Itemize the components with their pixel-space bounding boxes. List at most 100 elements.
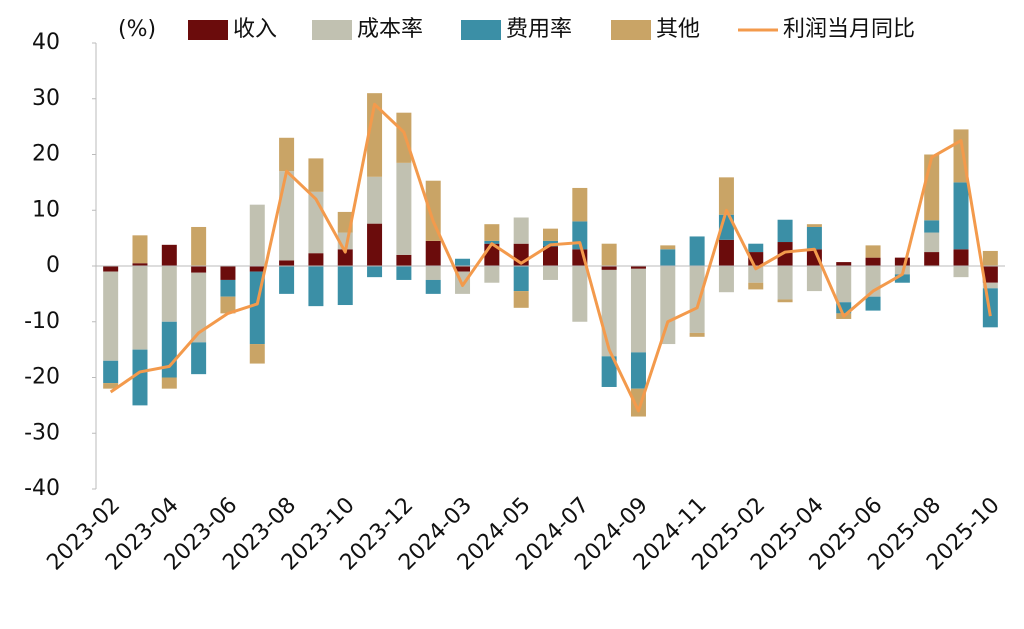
bar-segment bbox=[748, 243, 764, 253]
bar-segment bbox=[220, 266, 236, 280]
legend-label: 费用率 bbox=[506, 17, 572, 42]
y-tick-label: 40 bbox=[32, 30, 60, 55]
bar-segment bbox=[396, 112, 412, 163]
bar-segment bbox=[367, 176, 383, 224]
bar-segment bbox=[425, 266, 441, 280]
bar-segment bbox=[601, 243, 617, 266]
unit-label: (%) bbox=[118, 17, 156, 42]
bar-segment bbox=[543, 246, 558, 266]
bar-segment bbox=[572, 266, 588, 322]
bar-segment bbox=[806, 266, 822, 292]
bar-segment bbox=[806, 226, 822, 250]
bar-segment bbox=[836, 302, 852, 314]
bar-segment bbox=[425, 240, 441, 266]
bar-segment bbox=[455, 266, 471, 272]
bar-segment bbox=[396, 162, 412, 255]
bar-segment bbox=[308, 158, 324, 192]
y-tick-label: -10 bbox=[24, 309, 60, 334]
y-tick-label: -30 bbox=[24, 420, 60, 445]
y-tick-label: 20 bbox=[32, 142, 60, 167]
bar-segment bbox=[601, 269, 617, 357]
bar-segment bbox=[982, 282, 998, 289]
line-series bbox=[109, 102, 992, 413]
bar-segment bbox=[924, 232, 940, 253]
bar-segment bbox=[601, 266, 617, 270]
bar-segment bbox=[953, 182, 969, 250]
bar-segment bbox=[836, 266, 852, 303]
bar-segment bbox=[836, 262, 852, 266]
y-tick-label: 10 bbox=[32, 197, 60, 222]
bar-segment bbox=[132, 266, 148, 350]
bar-segment bbox=[161, 266, 177, 322]
bar-segment bbox=[953, 266, 969, 278]
legend-label: 成本率 bbox=[357, 17, 423, 42]
bar-segment bbox=[513, 291, 529, 308]
bar-segment bbox=[484, 266, 500, 283]
bar-segment bbox=[806, 224, 822, 227]
bar-segment bbox=[953, 249, 969, 266]
legend-label: 收入 bbox=[233, 17, 277, 42]
bar-segment bbox=[191, 342, 207, 375]
bar-segment bbox=[191, 226, 207, 266]
bar-segment bbox=[689, 332, 705, 337]
bar-segment bbox=[425, 279, 441, 294]
bar-segment bbox=[220, 279, 236, 297]
bar-segment bbox=[718, 239, 734, 266]
bar-segment bbox=[660, 266, 676, 345]
bar-segment bbox=[689, 236, 705, 266]
bar-segment bbox=[191, 272, 207, 343]
bar-segment bbox=[161, 377, 177, 389]
bar-segment bbox=[367, 223, 383, 266]
bar-segment bbox=[748, 282, 764, 290]
bar-segment bbox=[484, 224, 500, 241]
y-tick-label: -20 bbox=[24, 365, 60, 390]
bar-segment bbox=[689, 266, 705, 333]
bar-segment bbox=[924, 154, 940, 221]
bar-segment bbox=[660, 249, 676, 266]
bar-segment bbox=[367, 266, 383, 278]
bar-segment bbox=[132, 349, 148, 406]
bar-segment bbox=[924, 252, 940, 266]
bar-segment bbox=[396, 266, 412, 280]
bar-segment bbox=[161, 244, 177, 266]
bar-segment bbox=[894, 274, 910, 283]
legend-swatch bbox=[188, 20, 228, 40]
bar-segment bbox=[337, 249, 353, 266]
legend-label: 利润当月同比 bbox=[783, 17, 915, 42]
legend-label: 其他 bbox=[656, 17, 700, 42]
bar-segment bbox=[572, 187, 588, 222]
bar-segment bbox=[865, 245, 881, 258]
legend-swatch bbox=[611, 20, 651, 40]
y-tick-label: 0 bbox=[46, 253, 60, 278]
bar-segment bbox=[543, 228, 558, 241]
bar-segment bbox=[132, 235, 148, 264]
bar-segment bbox=[220, 296, 236, 314]
legend-swatch bbox=[312, 20, 352, 40]
bar-segment bbox=[660, 245, 676, 250]
bar-segment bbox=[777, 299, 793, 303]
bar-segment bbox=[279, 260, 295, 266]
bar-segment bbox=[396, 254, 412, 266]
bar-segment bbox=[132, 263, 148, 266]
bar-segment bbox=[777, 242, 793, 266]
bar-segment bbox=[630, 268, 646, 353]
y-tick-label: 30 bbox=[32, 86, 60, 111]
bar-segment bbox=[601, 356, 617, 387]
bar-segment bbox=[630, 266, 646, 269]
bar-segment bbox=[806, 249, 822, 266]
bar-segment bbox=[425, 180, 441, 241]
bar-segment bbox=[718, 177, 734, 215]
bar-segment bbox=[865, 296, 881, 311]
bar-segment bbox=[367, 93, 383, 177]
bar-segment bbox=[249, 266, 265, 272]
bar-segment bbox=[777, 266, 793, 300]
bar-segment bbox=[191, 266, 207, 273]
bar-segment bbox=[513, 266, 529, 292]
bar-segment bbox=[103, 271, 119, 361]
bar-segment bbox=[337, 266, 353, 306]
bar-segment bbox=[924, 220, 940, 233]
bar-segment bbox=[103, 266, 119, 272]
bar-segment bbox=[161, 321, 177, 378]
bar-segment bbox=[279, 137, 295, 172]
